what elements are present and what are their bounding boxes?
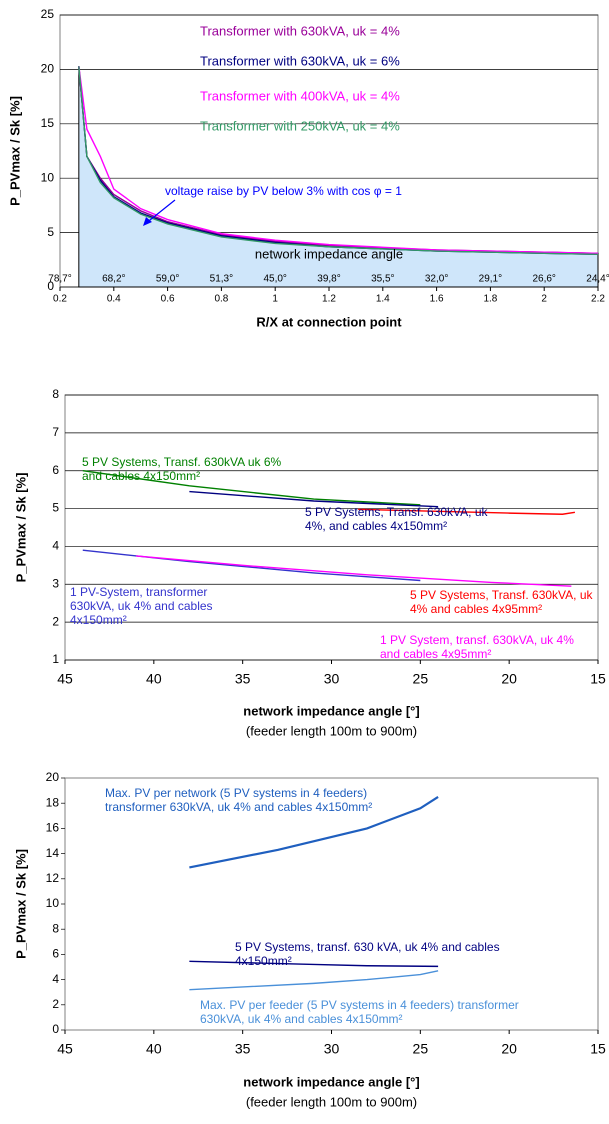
y-tick-label: 2 — [52, 614, 59, 628]
y-tick-label: 8 — [52, 921, 59, 935]
y-tick-label: 5 — [47, 225, 54, 239]
angle-label: 35,5° — [371, 274, 394, 285]
x-axis-label: network impedance angle [°] — [243, 1074, 419, 1089]
y-tick-label: 7 — [52, 425, 59, 439]
angle-label: 78,7° — [48, 274, 71, 285]
angle-label: 68,2° — [102, 274, 125, 285]
x-tick-label: 1.6 — [430, 294, 444, 305]
x-tick-label: 30 — [324, 1041, 340, 1057]
x-axis-subtitle: (feeder length 100m to 900m) — [246, 723, 417, 738]
series-label: 1 PV-System, transformer 630kVA, uk 4% a… — [70, 585, 213, 627]
x-tick-label: 15 — [590, 1041, 606, 1057]
series-label: 1 PV System, transf. 630kVA, uk 4% and c… — [380, 633, 574, 661]
series-label: Max. PV per feeder (5 PV systems in 4 fe… — [200, 998, 519, 1026]
x-axis-subtitle: (feeder length 100m to 900m) — [246, 1094, 417, 1109]
x-tick-label: 0.4 — [107, 294, 121, 305]
x-tick-label: 0.2 — [53, 294, 67, 305]
y-tick-label: 15 — [41, 116, 55, 130]
series-label: 5 PV Systems, transf. 630 kVA, uk 4% and… — [235, 940, 500, 968]
x-tick-label: 1.4 — [376, 294, 390, 305]
y-axis-label: P_PVmax / Sk [%] — [13, 849, 28, 959]
series-label: 5 PV Systems, Transf. 630kVA, uk 4%, and… — [305, 505, 488, 533]
x-axis-label: R/X at connection point — [256, 314, 402, 329]
series-line — [189, 795, 439, 869]
series-line — [136, 555, 572, 587]
angle-label: 59,0° — [156, 274, 179, 285]
x-tick-label: 1 — [272, 294, 278, 305]
x-tick-label: 30 — [324, 671, 340, 687]
series-line — [78, 66, 599, 254]
x-tick-label: 45 — [57, 671, 73, 687]
y-tick-label: 4 — [52, 539, 59, 553]
angle-label: 29,1° — [479, 274, 502, 285]
y-tick-label: 10 — [41, 170, 55, 184]
x-tick-label: 40 — [146, 671, 162, 687]
y-tick-label: 8 — [52, 387, 59, 401]
x-tick-label: 20 — [501, 1041, 517, 1057]
x-tick-label: 20 — [501, 671, 517, 687]
series-line — [189, 490, 439, 508]
series-line — [189, 970, 439, 991]
annotation: voltage raise by PV below 3% with cos φ … — [165, 184, 402, 198]
angle-label: 26,6° — [532, 274, 555, 285]
y-tick-label: 20 — [46, 770, 60, 784]
legend-label: Transformer with 250kVA, uk = 4% — [200, 118, 400, 133]
y-tick-label: 16 — [46, 821, 60, 835]
x-tick-label: 45 — [57, 1041, 73, 1057]
series-line — [189, 960, 439, 968]
plot-frame — [64, 777, 599, 1031]
angle-label: 45,0° — [263, 274, 286, 285]
series-label: 5 PV Systems, Transf. 630kVA, uk 4% and … — [410, 588, 593, 616]
y-tick-label: 0 — [52, 1022, 59, 1036]
y-tick-label: 5 — [52, 501, 59, 515]
angle-label: 24,4° — [586, 274, 609, 285]
legend-label: Transformer with 400kVA, uk = 4% — [200, 88, 400, 103]
x-tick-label: 35 — [235, 671, 251, 687]
angle-label: 32,0° — [425, 274, 448, 285]
y-axis-label: P_PVmax / Sk [%] — [13, 473, 28, 583]
x-tick-label: 40 — [146, 1041, 162, 1057]
arrow-head — [143, 217, 152, 226]
legend-label: Transformer with 630kVA, uk = 4% — [200, 23, 400, 38]
x-tick-label: 15 — [590, 671, 606, 687]
y-tick-label: 14 — [46, 846, 60, 860]
y-tick-label: 20 — [41, 62, 55, 76]
y-tick-label: 18 — [46, 795, 60, 809]
y-tick-label: 1 — [52, 652, 59, 666]
y-tick-label: 2 — [52, 997, 59, 1011]
y-tick-label: 4 — [52, 972, 59, 986]
x-tick-label: 25 — [413, 671, 429, 687]
legend-label: Transformer with 630kVA, uk = 6% — [200, 53, 400, 68]
x-tick-label: 1.2 — [322, 294, 336, 305]
angle-label: 39,8° — [317, 274, 340, 285]
y-tick-label: 6 — [52, 463, 59, 477]
series-label: Max. PV per network (5 PV systems in 4 f… — [105, 786, 373, 814]
angle-label: 51,3° — [210, 274, 233, 285]
x-tick-label: 2.2 — [591, 294, 605, 305]
x-tick-label: 0.6 — [161, 294, 175, 305]
series-line — [78, 66, 599, 256]
y-tick-label: 3 — [52, 576, 59, 590]
series-label: 5 PV Systems, Transf. 630kVA uk 6% and c… — [82, 455, 282, 483]
annotation: network impedance angle — [255, 246, 403, 261]
x-tick-label: 2 — [541, 294, 547, 305]
annotation-arrow — [144, 199, 176, 225]
x-axis-label: network impedance angle [°] — [243, 703, 419, 718]
series-line — [82, 470, 421, 506]
y-axis-label: P_PVmax / Sk [%] — [7, 96, 22, 206]
x-tick-label: 25 — [413, 1041, 429, 1057]
y-tick-label: 10 — [46, 896, 60, 910]
series-line — [358, 508, 576, 515]
x-tick-label: 0.8 — [214, 294, 228, 305]
y-tick-label: 25 — [41, 7, 55, 21]
y-tick-label: 12 — [46, 871, 60, 885]
y-tick-label: 6 — [52, 947, 59, 961]
y-tick-label: 0 — [47, 279, 54, 293]
x-tick-label: 1.8 — [483, 294, 497, 305]
x-tick-label: 35 — [235, 1041, 251, 1057]
